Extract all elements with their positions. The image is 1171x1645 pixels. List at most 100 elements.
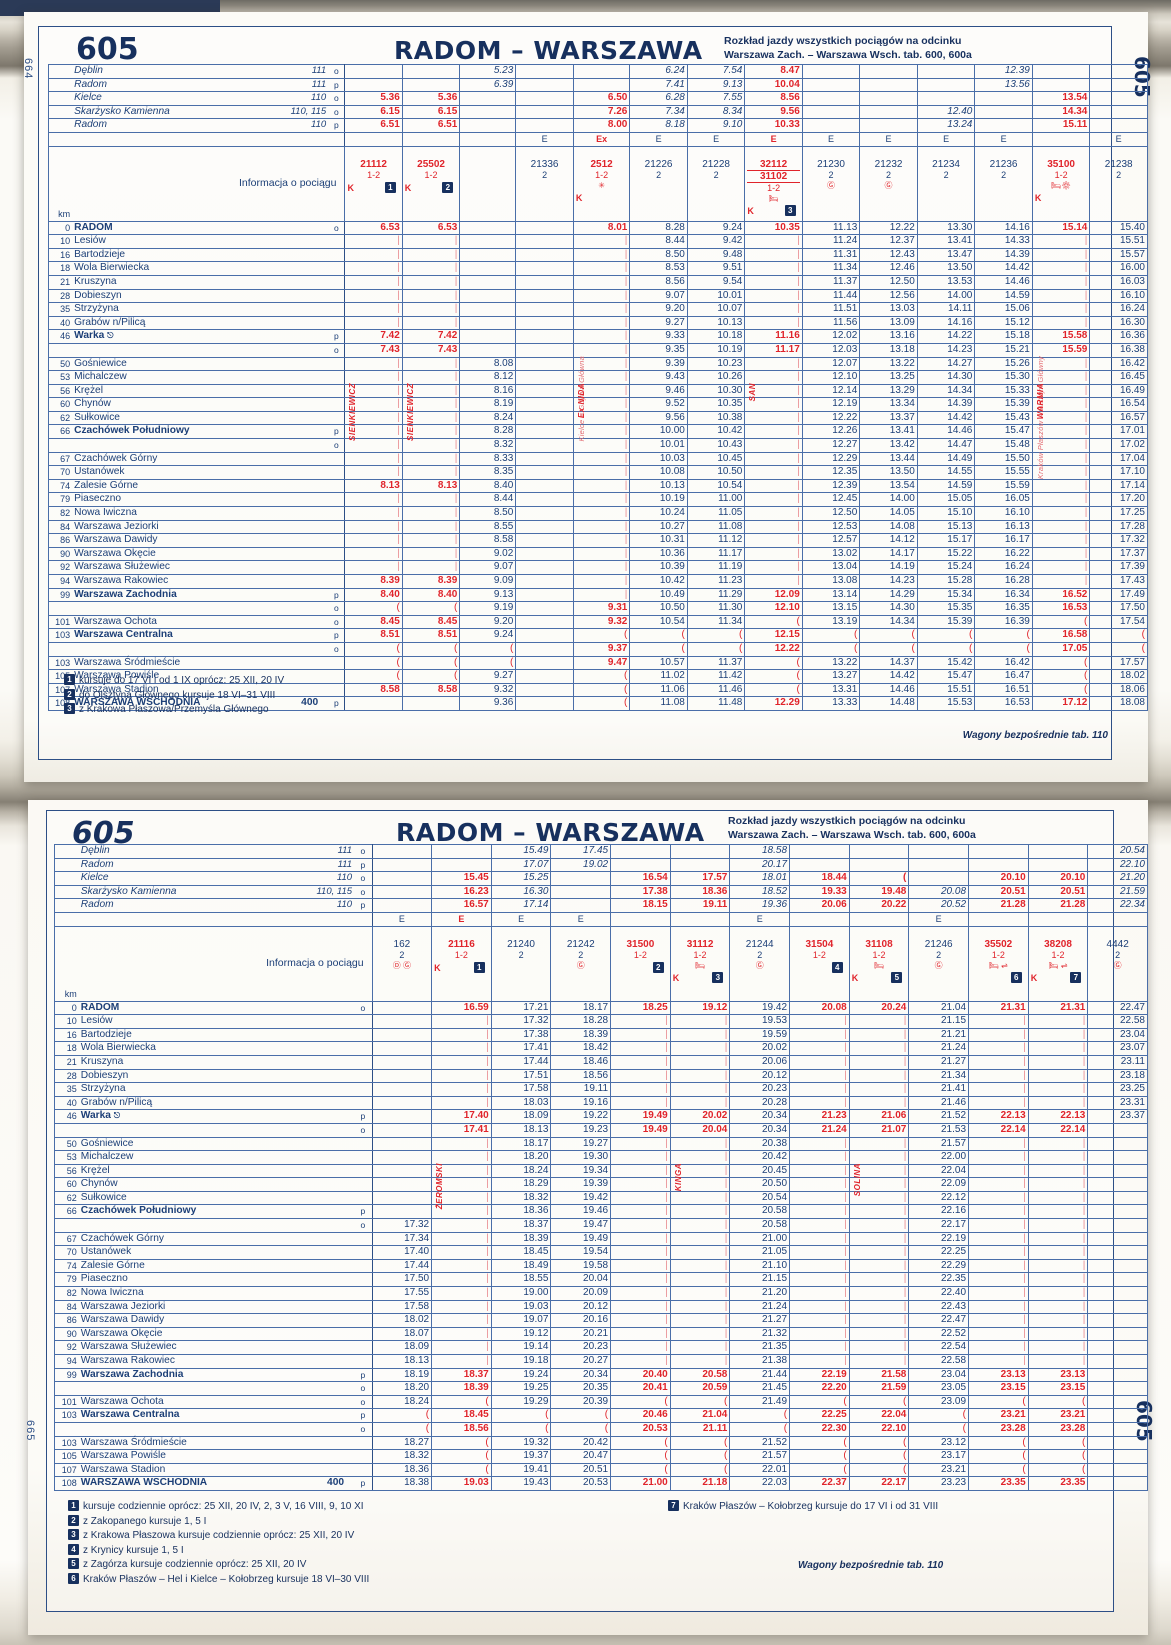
departure-time <box>1087 1381 1148 1396</box>
departure-time <box>459 274 517 290</box>
departure-time: | <box>610 1190 671 1206</box>
station-name <box>72 438 329 453</box>
connection-time <box>1089 64 1148 79</box>
departure-time: 10.31 <box>629 533 688 548</box>
connection-time: 20.54 <box>1087 844 1148 859</box>
table-row: 94 Warszawa Rakowiec 8.39 8.39 9.09 | 10.42 11.… <box>48 574 1148 589</box>
departure-time: | <box>744 519 803 535</box>
departure-time: 22.09 <box>908 1177 970 1192</box>
departure-time: 19.11 <box>550 1082 612 1097</box>
table-row: 82 Nowa Iwiczna | | 8.50 | 10.24 11.05 | 12.50 14.… <box>48 506 1148 521</box>
departure-time: 11.16 <box>744 329 803 344</box>
departure-time: | <box>669 1177 731 1192</box>
departure-time: | <box>572 247 631 263</box>
departure-time <box>1087 1204 1148 1220</box>
departure-time: 19.49 <box>610 1122 671 1138</box>
train-info-cell: 21112 1-2 K 1 <box>344 145 403 222</box>
km-value: 46 <box>48 329 73 344</box>
departure-time <box>459 247 517 263</box>
km-header: km <box>53 925 79 1002</box>
departure-time: 22.13 <box>968 1109 1029 1124</box>
departure-time: | <box>401 533 461 548</box>
connection-time: 16.30 <box>490 884 552 900</box>
departure-time: | <box>401 546 461 562</box>
departure-time: 21.35 <box>729 1340 791 1355</box>
departure-time: ( <box>1027 1394 1089 1410</box>
connection-time: 7.41 <box>629 77 688 93</box>
departure-time: 20.09 <box>550 1286 612 1301</box>
departure-time <box>515 601 574 616</box>
departure-time <box>1087 1394 1148 1410</box>
departure-time: 13.19 <box>801 614 861 630</box>
departure-time: 9.56 <box>629 410 688 426</box>
departure-time: 21.31 <box>1027 1000 1089 1016</box>
departure-time: 22.25 <box>908 1245 970 1260</box>
connection-time: 5.23 <box>459 64 517 79</box>
connection-time: 18.44 <box>789 871 850 886</box>
km-value <box>53 1122 79 1138</box>
station-name <box>72 342 329 358</box>
arrival-departure-marker <box>354 1272 373 1288</box>
departure-time: | <box>1027 1286 1089 1301</box>
departure-time: | <box>401 261 461 276</box>
departure-time: 23.17 <box>908 1449 970 1464</box>
departure-time: 17.43 <box>1089 574 1148 589</box>
departure-time: | <box>431 1231 492 1247</box>
departure-time: | <box>1027 1326 1089 1342</box>
connection-time <box>515 64 574 79</box>
departure-time <box>1087 1218 1148 1233</box>
departure-time: 10.30 <box>686 383 746 399</box>
departure-time: | <box>431 1245 492 1260</box>
header-note-2-line2: Warszawa Zach. – Warszawa Wsch. tab. 600… <box>728 829 976 842</box>
connection-time: 16.54 <box>610 871 671 886</box>
connection-time: 6.24 <box>629 64 688 79</box>
k-marker: K <box>347 182 354 193</box>
departure-time: Kielce – Gdynia Główna | <box>572 356 631 441</box>
departure-time: | <box>610 1150 671 1165</box>
departure-time: 21.58 <box>848 1367 910 1383</box>
train-info-cell: 32112 31102 1-2 🛏 K 3 <box>744 145 803 222</box>
departure-time: 23.13 <box>1027 1367 1089 1383</box>
departure-time: 16.53 <box>974 696 1033 711</box>
departure-time: | <box>431 1204 492 1220</box>
arrival-departure-marker: p <box>328 587 346 603</box>
departure-time: 19.30 <box>550 1150 612 1165</box>
station-name <box>72 641 329 657</box>
departure-time: 16.54 <box>1089 397 1148 412</box>
departure-time: | <box>669 1041 731 1056</box>
departure-time: 10.23 <box>686 356 746 372</box>
departure-time: 22.14 <box>1027 1122 1089 1138</box>
departure-time: ( <box>789 1449 850 1464</box>
station-name: Chynów <box>72 397 329 412</box>
departure-time: 23.35 <box>1027 1476 1089 1491</box>
arrival-departure-marker <box>354 1462 373 1478</box>
departure-time: 15.50 <box>974 451 1033 467</box>
connection-time <box>371 898 433 913</box>
departure-time: 15.13 <box>916 519 976 535</box>
arrival-departure-marker <box>354 1027 373 1043</box>
departure-time: | <box>344 234 403 249</box>
departure-time: 6.53 <box>344 220 403 236</box>
departure-time: 9.43 <box>629 370 688 385</box>
footnote-marker: 1 <box>68 1500 79 1511</box>
departure-time: 20.23 <box>729 1082 791 1097</box>
footnote-text: z Krakowa Płaszowa kursuje codziennie op… <box>83 1530 355 1541</box>
departure-time: 21.05 <box>729 1245 791 1260</box>
departure-time: 20.34 <box>729 1109 791 1124</box>
departure-time: | <box>789 1014 850 1029</box>
train-info-cell: 21246 2 Ⓖ <box>908 925 970 1002</box>
departure-time: 10.13 <box>686 315 746 331</box>
route-title-2: RADOM – WARSZAWA <box>396 818 705 847</box>
departure-time: | <box>848 1082 910 1097</box>
arrival-departure-marker <box>328 574 346 589</box>
departure-time: ( <box>459 655 517 671</box>
arrival-departure-marker: o <box>328 614 346 630</box>
departure-time: | <box>610 1340 671 1355</box>
train-info-row: km Informacja o pociągu 162 2 Ⓓ Ⓖ 21116 1-2 K 1 2… <box>53 925 1148 1002</box>
departure-time: 12.26 <box>801 424 861 440</box>
departure-time <box>371 1177 433 1192</box>
departure-time: 20.08 <box>789 1000 850 1016</box>
departure-time: 15.51 <box>916 682 976 698</box>
km-value: 18 <box>53 1041 79 1056</box>
departure-time: | <box>401 451 461 467</box>
